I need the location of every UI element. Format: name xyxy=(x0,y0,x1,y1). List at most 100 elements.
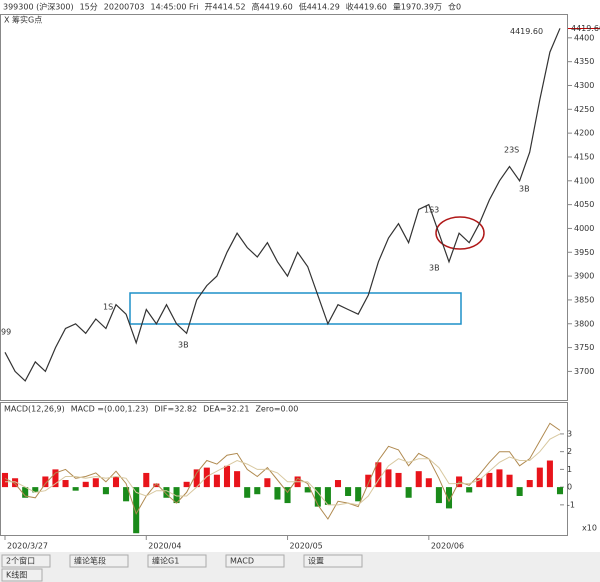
macd-bar xyxy=(203,467,210,488)
macd-bar xyxy=(52,469,59,488)
header-item: 高4419.60 xyxy=(252,2,293,12)
macd-readout: MACD =(0.00,1.23) xyxy=(71,405,149,414)
macd-panel xyxy=(0,402,568,536)
macd-bar xyxy=(274,487,281,500)
macd-bar xyxy=(405,487,412,498)
macd-bar xyxy=(254,487,261,495)
y-tick-label: 4150 xyxy=(574,152,594,161)
y-tick-label: 1 xyxy=(567,465,572,474)
macd-bar xyxy=(82,481,89,488)
annotation: 99 xyxy=(1,328,11,337)
macd-bar xyxy=(435,487,442,504)
annotation: 3B xyxy=(429,264,440,273)
tab[interactable] xyxy=(1,554,51,568)
macd-line xyxy=(5,433,561,506)
price-line xyxy=(4,28,561,382)
macd-bar xyxy=(284,487,291,504)
header-item: 20200703 xyxy=(104,3,145,12)
tab-label[interactable]: 缠论G1 xyxy=(152,556,179,566)
macd-line xyxy=(4,422,561,520)
y-tick-label: -1 xyxy=(567,500,575,509)
macd-bar xyxy=(345,487,352,496)
macd-bar xyxy=(92,478,99,488)
header-item: 399300 (沪深300) xyxy=(3,2,74,12)
tab[interactable] xyxy=(225,554,285,568)
y-tick-label: 4400 xyxy=(574,33,594,42)
header-item: 15分 xyxy=(80,3,98,12)
macd-bar xyxy=(506,474,513,488)
macd-bar xyxy=(193,469,200,488)
macd-readout: DIF=32.82 xyxy=(154,405,197,414)
y-tick-label: 4350 xyxy=(574,57,594,66)
macd-bar xyxy=(42,476,49,488)
macd-bar xyxy=(123,487,130,502)
macd-readout: Zero=0.00 xyxy=(255,405,298,414)
price-panel xyxy=(0,14,568,401)
macd-bar xyxy=(264,478,271,488)
macd-bar xyxy=(536,467,543,488)
macd-bar xyxy=(163,487,170,498)
tab-label[interactable]: 2个窗口 xyxy=(6,556,35,566)
header: 399300 (沪深300) 15分 20200703 14:45:00 Fri 开44… xyxy=(3,2,461,12)
y-tick-label: 3800 xyxy=(574,319,594,328)
macd-bar xyxy=(234,471,241,488)
macd-bar xyxy=(375,462,382,488)
view-label[interactable]: K线图 xyxy=(6,570,27,580)
macd-bar xyxy=(516,487,523,496)
macd-bar xyxy=(334,480,342,488)
macd-bar xyxy=(496,469,503,488)
tab[interactable] xyxy=(303,554,363,568)
macd-bar xyxy=(304,487,311,493)
tab[interactable] xyxy=(69,554,129,568)
macd-bar xyxy=(355,487,362,502)
macd-title: MACD(12,26,9) xyxy=(4,405,65,414)
macd-bar xyxy=(153,483,160,488)
annotation: 23S xyxy=(504,146,519,155)
macd-bar xyxy=(415,471,422,488)
tab-label[interactable]: 设置 xyxy=(308,556,324,566)
macd-bar xyxy=(143,472,150,488)
x-tick-label: 2020/04 xyxy=(148,542,181,551)
y-tick-label: 4200 xyxy=(574,129,594,138)
macd-bar xyxy=(324,487,331,505)
macd-bar xyxy=(385,469,392,488)
annotation: 3B xyxy=(178,341,189,350)
header-item: 14:45:00 Fri xyxy=(151,3,199,12)
macd-bar xyxy=(526,480,533,488)
tab[interactable] xyxy=(147,554,207,568)
tab-label[interactable]: MACD xyxy=(230,557,254,566)
y-tick-label: 2 xyxy=(567,447,572,456)
macd-bar xyxy=(1,472,9,488)
macd-readout: DEA=32.21 xyxy=(203,405,249,414)
y-tick-label: 3900 xyxy=(574,272,594,281)
header-item: 开4414.52 xyxy=(205,3,246,12)
y-tick-label: 4100 xyxy=(574,176,594,185)
macd-bar xyxy=(365,474,372,488)
y-tick-label: 3750 xyxy=(574,343,594,352)
macd-bar xyxy=(72,487,79,491)
macd-bar xyxy=(102,487,109,495)
macd-bar xyxy=(486,472,493,488)
y-tick-label: 4300 xyxy=(574,81,594,90)
macd-bar xyxy=(556,487,564,495)
y-tick-label: 0 xyxy=(567,483,572,492)
last-price-label: 4419.60 xyxy=(571,24,600,33)
tabs: 2个窗口 缠论笔段 缠论G1 MACD 设置 K线图 xyxy=(1,554,363,582)
annotation: 1S3 xyxy=(424,206,439,215)
last-price-text: 4419.60 xyxy=(510,27,543,36)
macd-bar xyxy=(244,487,251,498)
y-tick-label: 3850 xyxy=(574,295,594,304)
macd-bar xyxy=(546,460,553,488)
macd-bar xyxy=(314,487,321,507)
macd-bar xyxy=(466,487,473,493)
macd-bar xyxy=(213,474,220,488)
header-item: 收4419.60 xyxy=(346,2,387,12)
tab-label[interactable]: 缠论笔段 xyxy=(74,556,106,566)
macd-bar xyxy=(12,478,19,488)
annotation: 1S xyxy=(103,303,113,312)
indicator-label: X 筹实G点 xyxy=(4,15,42,25)
view-tab[interactable] xyxy=(1,568,43,582)
macd-bar xyxy=(395,472,402,488)
macd-bar xyxy=(183,481,190,488)
